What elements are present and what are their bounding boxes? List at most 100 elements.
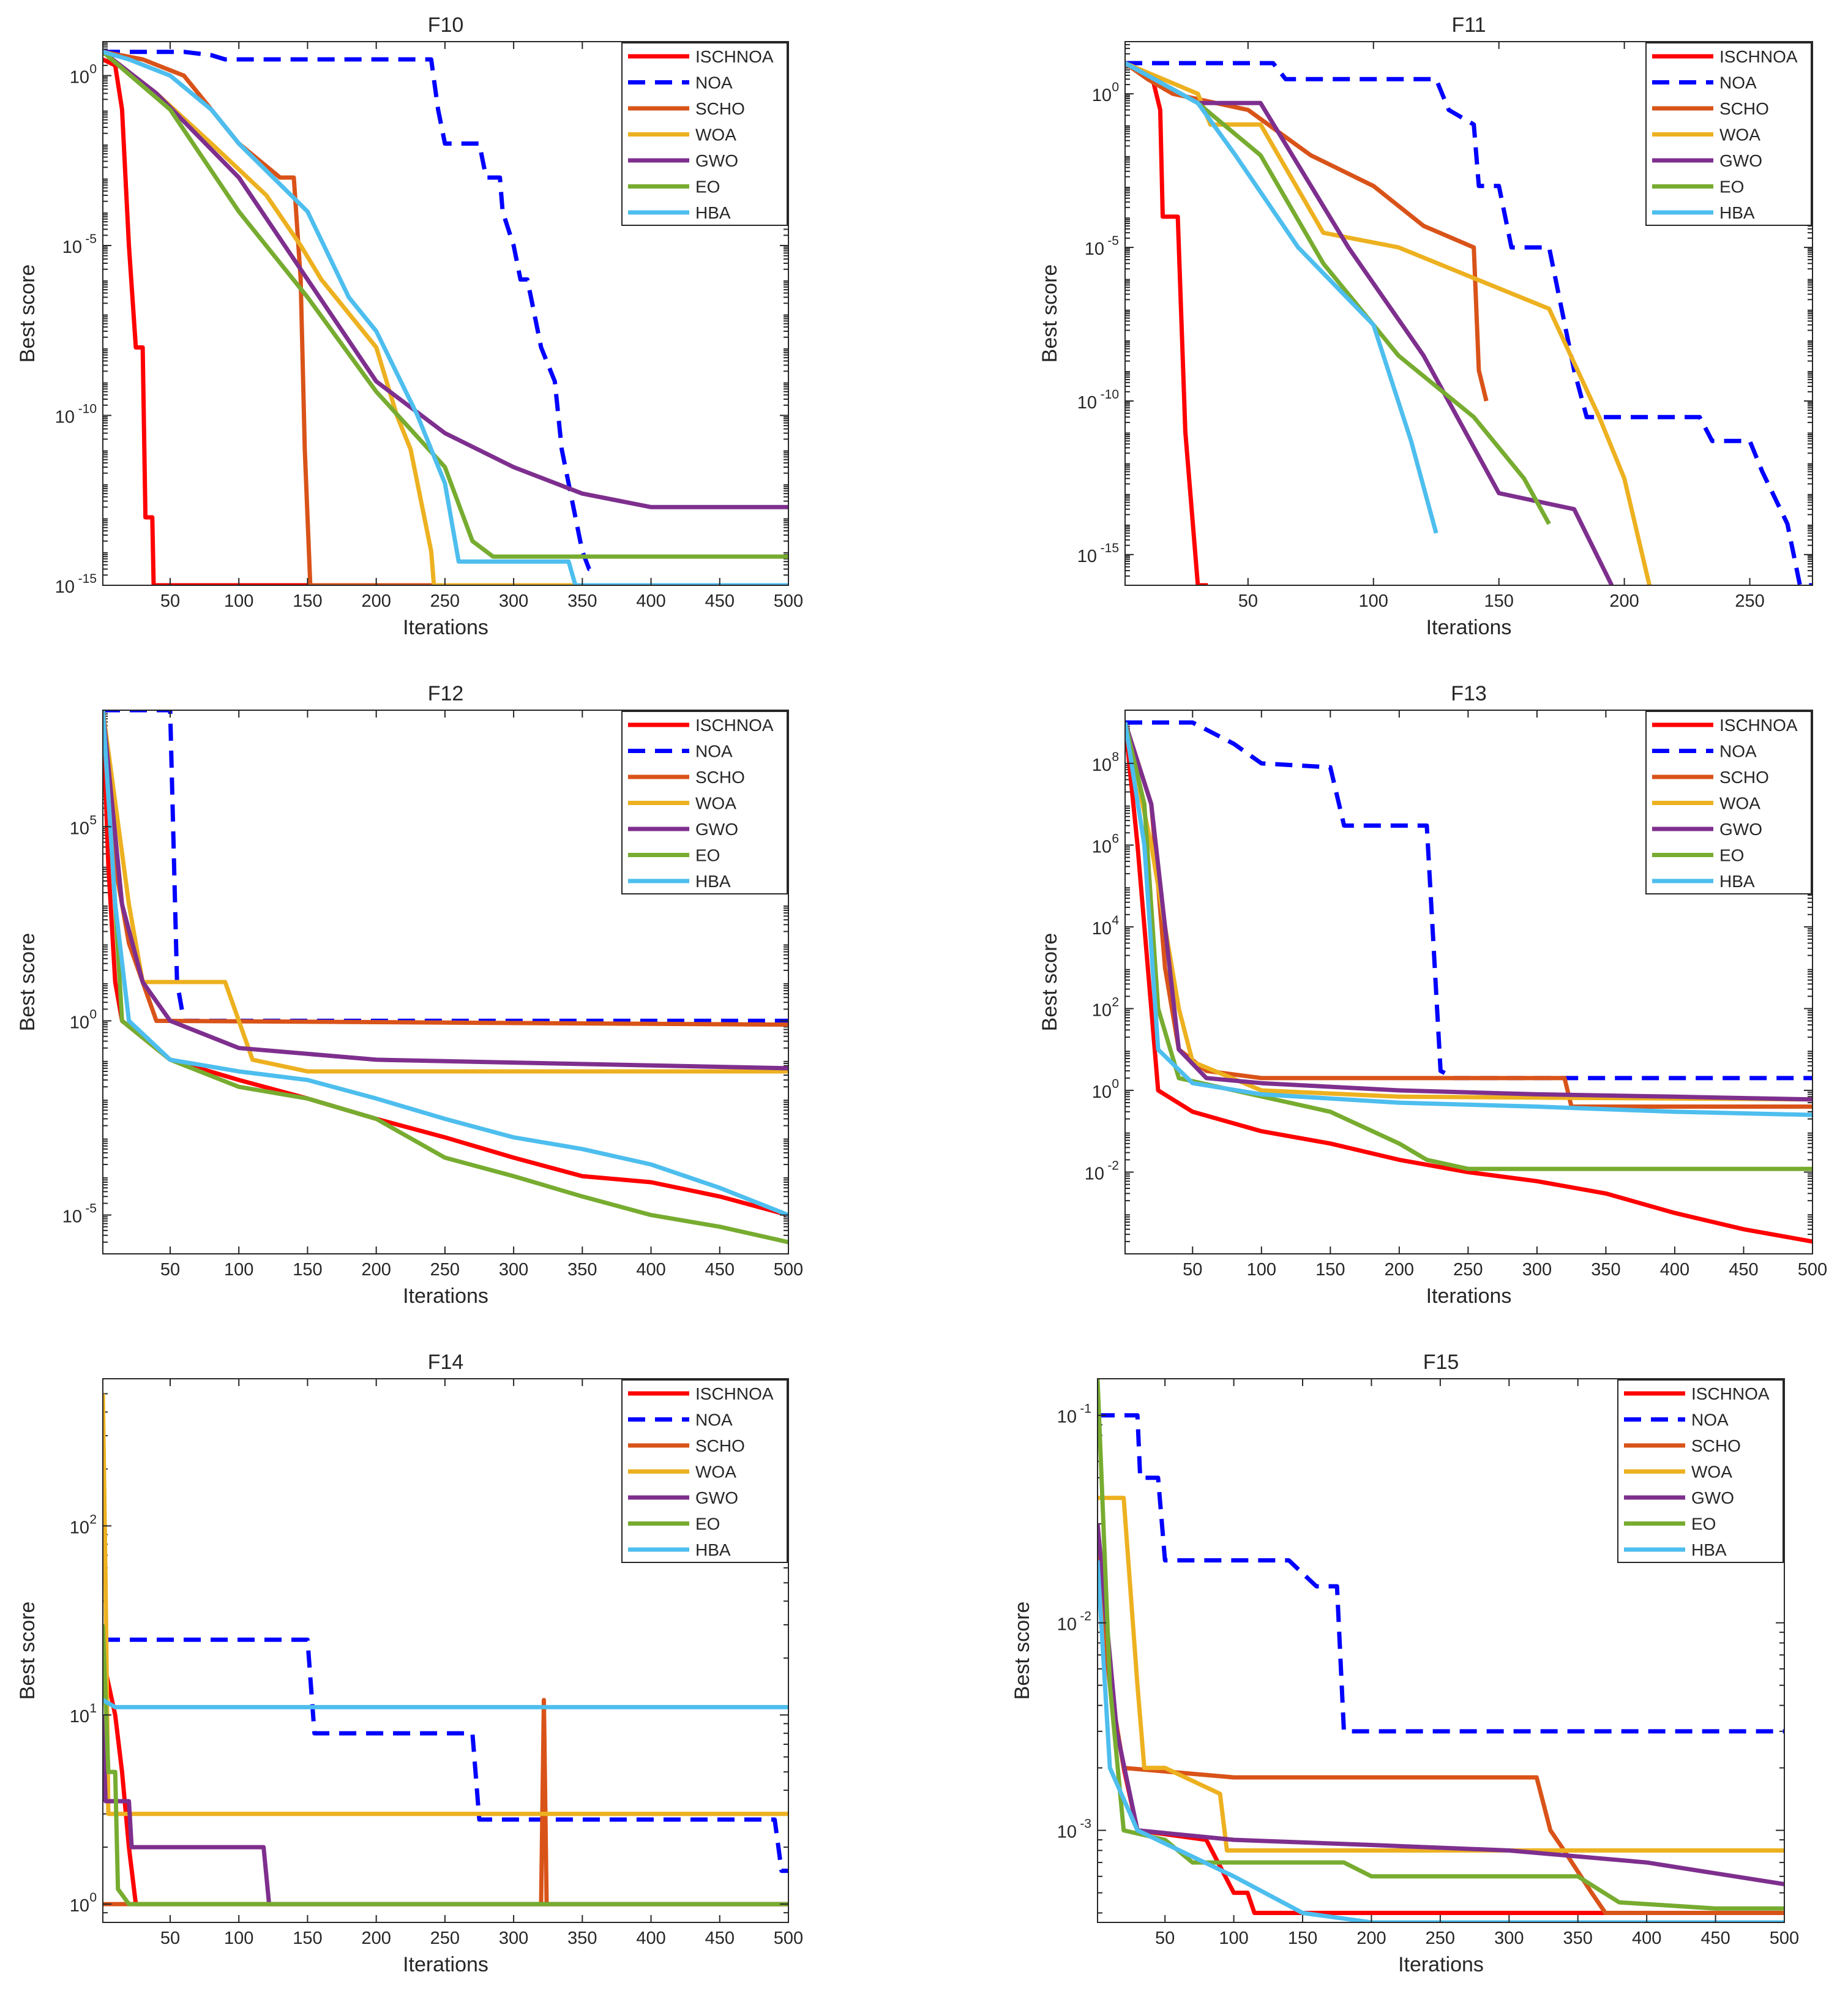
y-tick-exponent: 8 <box>1112 750 1119 764</box>
x-tick-label: 300 <box>499 1929 528 1948</box>
series-line-eo <box>1098 1379 1784 1911</box>
y-axis-label: Best score <box>1011 1602 1034 1700</box>
y-tick-exponent: -5 <box>85 232 97 246</box>
series-line-scho <box>103 50 788 585</box>
legend-label-noa: NOA <box>695 1411 733 1430</box>
axes-frame <box>102 41 789 586</box>
legend-label-scho: SCHO <box>695 1436 745 1455</box>
x-tick-label: 150 <box>1288 1929 1317 1948</box>
x-tick-label: 300 <box>1522 1260 1552 1280</box>
y-tick-label: 10 0 <box>1092 80 1119 105</box>
minor-ticks <box>1125 43 1812 577</box>
y-tick-base: 10 <box>1092 919 1112 939</box>
y-tick-label: 10 -1 <box>1057 1402 1091 1427</box>
legend: ISCHNOA NOA SCHO WOA GWO EO HBA <box>1645 42 1812 226</box>
legend-label-scho: SCHO <box>1719 768 1769 787</box>
y-tick-base: 10 <box>70 1518 89 1537</box>
legend-label-gwo: GWO <box>695 1488 738 1507</box>
legend-label-noa: NOA <box>1719 742 1757 761</box>
y-tick-base: 10 <box>70 1896 89 1916</box>
y-tick-base: 10 <box>1085 1164 1104 1183</box>
y-axis-label: Best score <box>1038 933 1061 1032</box>
axes-frame <box>102 1378 789 1923</box>
y-tick-exponent: 0 <box>89 62 97 77</box>
axes-frame <box>102 710 789 1254</box>
legend-label-hba: HBA <box>695 203 731 222</box>
x-tick-label: 200 <box>361 1929 391 1948</box>
x-tick-label: 200 <box>1609 591 1639 611</box>
axes-frame <box>1124 41 1813 586</box>
legend: ISCHNOA NOA SCHO WOA GWO EO HBA <box>621 1379 788 1563</box>
series-line-noa <box>103 1637 788 1873</box>
x-tick-label: 500 <box>774 591 803 611</box>
x-axis-label: Iterations <box>1426 616 1512 639</box>
x-tick-label: 450 <box>1729 1260 1758 1280</box>
chart-title: F14 <box>428 1351 464 1374</box>
legend-label-hba: HBA <box>695 1540 731 1559</box>
series-line-noa <box>1125 720 1812 1081</box>
chart-title: F13 <box>1451 682 1487 705</box>
y-tick-label: 10 -2 <box>1085 1158 1119 1183</box>
series-line-scho <box>1125 61 1489 402</box>
x-tick-label: 50 <box>160 591 180 611</box>
y-tick-base: 10 <box>1077 393 1097 413</box>
series-line-woa <box>103 710 788 1074</box>
y-tick-label: 10 -15 <box>55 572 97 597</box>
x-tick-label: 250 <box>430 1260 460 1280</box>
x-tick-label: 50 <box>1238 591 1258 611</box>
y-tick-exponent: 0 <box>89 1891 97 1905</box>
y-tick-exponent: 6 <box>1112 831 1119 845</box>
y-tick-label: 10 5 <box>70 813 97 838</box>
y-tick-base: 10 <box>1092 86 1112 105</box>
x-tick-label: 350 <box>1591 1260 1620 1280</box>
y-tick-exponent: -15 <box>1101 541 1119 555</box>
y-axis-label: Best score <box>16 264 39 363</box>
y-tick-exponent: -5 <box>1107 234 1119 248</box>
x-axis-label: Iterations <box>1426 1284 1512 1308</box>
y-tick-base: 10 <box>1092 1000 1112 1020</box>
x-tick-label: 350 <box>1563 1929 1593 1948</box>
legend-label-gwo: GWO <box>695 820 738 839</box>
legend-label-hba: HBA <box>695 872 731 891</box>
y-tick-label: 10 -15 <box>1077 541 1119 566</box>
x-tick-label: 400 <box>1660 1260 1689 1280</box>
y-tick-base: 10 <box>70 1707 89 1726</box>
series-line-gwo <box>103 50 788 509</box>
legend-label-eo: EO <box>695 178 720 197</box>
legend-label-noa: NOA <box>695 742 733 761</box>
y-tick-base: 10 <box>70 68 89 88</box>
axes-frame <box>1124 710 1813 1254</box>
y-tick-label: 10 -10 <box>1077 388 1119 413</box>
y-tick-label: 10 0 <box>70 62 97 88</box>
legend-label-ischnoa: ISCHNOA <box>1719 47 1798 66</box>
y-tick-label: 10 -2 <box>1057 1610 1091 1635</box>
y-tick-base: 10 <box>62 238 82 257</box>
series-line-eo <box>103 710 788 1245</box>
x-tick-label: 250 <box>1426 1929 1455 1948</box>
y-tick-label: 10 4 <box>1092 913 1120 939</box>
series-line-gwo <box>1125 61 1614 585</box>
series-line-eo <box>103 1624 788 1906</box>
x-tick-label: 50 <box>1183 1260 1202 1280</box>
legend-label-woa: WOA <box>1719 126 1760 144</box>
series-group <box>1125 720 1812 1244</box>
legend-label-woa: WOA <box>695 794 736 813</box>
x-tick-label: 350 <box>567 591 597 611</box>
x-tick-label: 450 <box>705 591 735 611</box>
legend-label-woa: WOA <box>1719 794 1760 813</box>
x-tick-label: 200 <box>1356 1929 1386 1948</box>
chart-title: F12 <box>428 682 464 705</box>
y-tick-base: 10 <box>1092 1082 1112 1102</box>
legend-label-woa: WOA <box>695 126 736 144</box>
y-tick-label: 10 0 <box>70 1007 97 1032</box>
x-axis-label: Iterations <box>403 616 488 639</box>
y-tick-exponent: -15 <box>78 572 97 586</box>
series-line-hba <box>1125 61 1438 534</box>
y-tick-base: 10 <box>1057 1615 1077 1635</box>
x-tick-label: 100 <box>1247 1260 1276 1280</box>
x-tick-label: 150 <box>293 1260 322 1280</box>
y-tick-exponent: -3 <box>1080 1817 1091 1831</box>
x-tick-label: 100 <box>224 1260 253 1280</box>
